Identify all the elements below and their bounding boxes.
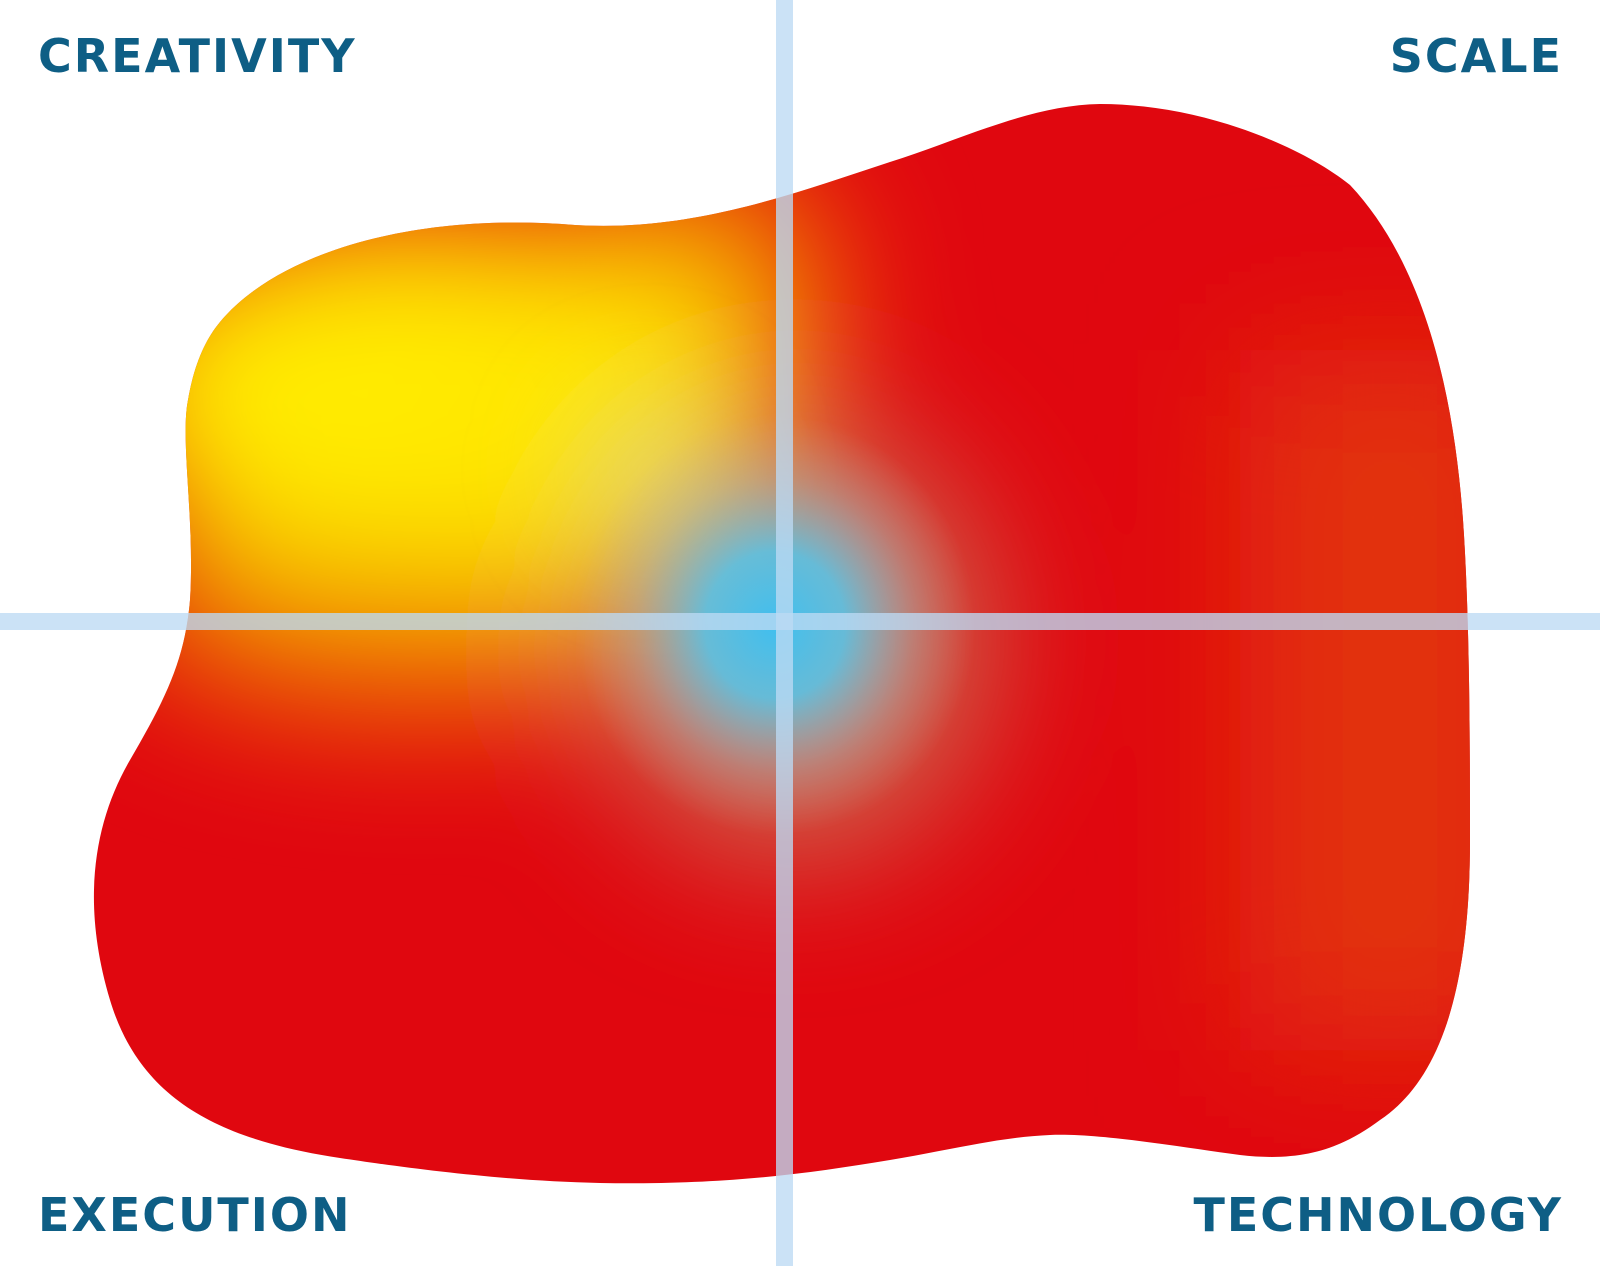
label-execution: EXECUTION (38, 1188, 352, 1242)
label-scale: SCALE (1389, 29, 1563, 83)
label-technology: TECHNOLOGY (1193, 1188, 1563, 1242)
label-creativity: CREATIVITY (38, 29, 357, 83)
horizontal-axis (0, 613, 1600, 630)
vertical-axis (776, 0, 793, 1266)
